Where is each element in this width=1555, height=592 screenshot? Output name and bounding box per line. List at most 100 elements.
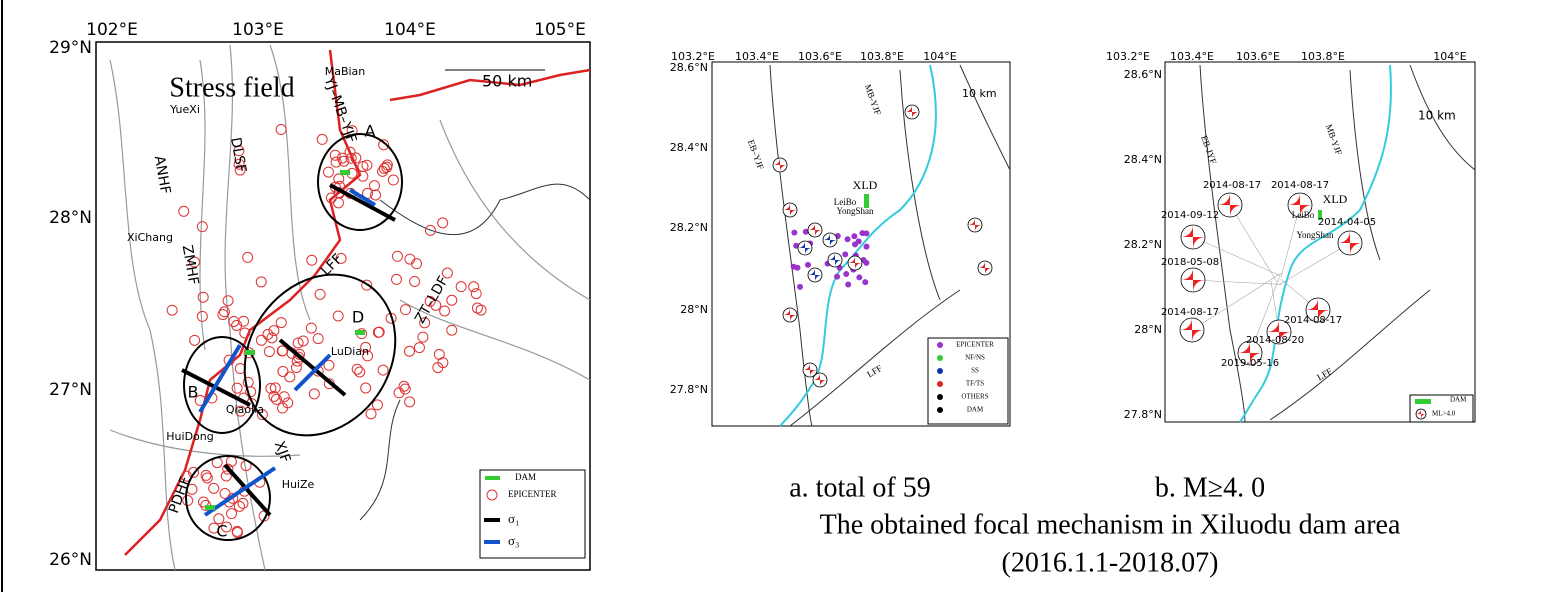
label: SS [971,367,979,375]
label: (2016.1.1-2018.07) [1002,547,1219,578]
epicenter [290,361,302,373]
label: C [216,522,227,541]
label: ML>4.0 [1432,410,1456,418]
epicenter [361,279,373,291]
label: 28.4°N [670,141,708,154]
epicenter [378,162,390,174]
label: 28°N [680,303,708,316]
fault [1199,64,1476,423]
fault-line [224,44,266,571]
label: 103.4°E [1170,50,1214,63]
label: 50 km [482,72,532,91]
stress-axis [223,463,272,517]
focal-quad [1181,268,1205,292]
epicenter [338,155,350,167]
epicenter [863,230,870,237]
epicenter [255,276,267,288]
stress-axis [348,188,377,207]
legend-box [479,469,586,559]
label: The obtained focal mechanism in Xiluodu … [820,509,1401,540]
leader [1249,276,1280,354]
epicenter [312,333,324,345]
stress-axis [293,353,332,392]
epicenter [404,253,416,265]
epicenter [325,192,337,204]
epicenter [378,139,390,151]
epicenter [797,283,804,290]
epicenter [282,397,294,409]
epicenter [231,382,243,394]
label: 29°N [49,38,92,58]
epicenter [387,174,399,186]
river [779,64,937,427]
label: DLSF [227,136,249,174]
epicenter [351,363,363,375]
epicenter [403,345,415,357]
label: 103.6°E [1236,50,1280,63]
stress-axis [278,338,347,397]
legend-sym [937,355,943,361]
legend-dam [1415,399,1431,404]
epicenter [369,180,381,192]
epicenter [231,525,243,537]
epicenter [182,495,194,507]
label: OTHERS [961,393,988,401]
epicenter [265,382,277,394]
epicenter [208,482,220,494]
epicenter [377,364,389,376]
epicenter [856,274,863,281]
epicenter [419,317,431,329]
leader [1192,279,1282,285]
epicenter [308,388,320,400]
epicenter [417,331,429,343]
label: DAM [515,472,536,482]
river [124,49,591,556]
label: 103.4°E [735,50,779,63]
focal-quad [798,241,812,255]
label: 27°N [49,380,92,400]
label: 2014-04-05 [1318,217,1376,228]
epicenter [196,310,208,322]
boundary [359,183,591,521]
fault [789,64,1011,427]
epicenter [270,393,282,405]
epicenter [855,238,862,245]
label: 28.6°N [1124,68,1162,81]
label: XLD [853,178,878,192]
epicenter [256,409,268,421]
focal-quad [773,158,787,172]
epicenter [350,152,362,164]
label: b. M≥4. 0 [1155,472,1265,503]
label: HuiDong [166,430,213,443]
label: 10 km [962,87,997,100]
label: B [188,383,199,402]
fault [1269,289,1431,421]
label: 103.8°E [860,50,904,63]
epicenter [400,304,412,316]
epicenter [262,328,274,340]
epicenter [361,159,373,171]
epicenter [306,254,318,266]
label: NF/NS [965,354,985,362]
label: YongShan [1296,230,1334,240]
label: 103°E [232,20,284,40]
epicenter [329,149,341,161]
label: XiChang [127,231,173,244]
legend-sym [937,407,943,413]
epicenter [845,281,852,288]
epicenter [424,295,436,307]
epicenter [201,472,213,484]
epicenter [804,261,811,268]
focal-quad [808,223,822,237]
epicenter [439,305,451,317]
label: 102°E [86,20,138,40]
label: 27.8°N [670,383,708,396]
focal-quad [1180,318,1204,342]
epicenter [354,366,366,378]
label: σ₁ [508,511,520,526]
focal-quad [823,233,837,247]
stress-axis [203,466,277,517]
label: TF/TS [966,380,984,388]
epicenter [166,304,178,316]
